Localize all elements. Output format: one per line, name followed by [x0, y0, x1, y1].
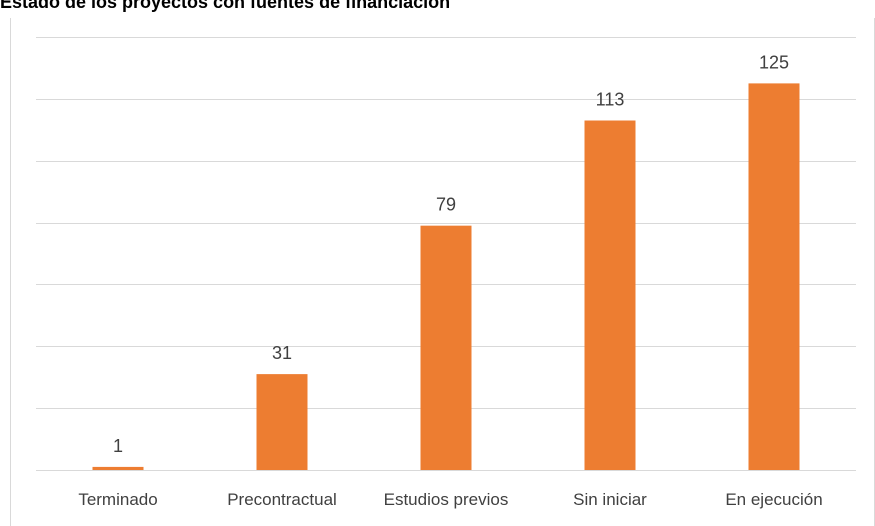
category-tick-label: Sin iniciar: [573, 490, 647, 509]
bar-1: [92, 466, 144, 470]
bar-3: [420, 225, 472, 470]
category-axis: Terminado Precontractual Estudios previos S…: [78, 490, 822, 509]
data-label: 79: [436, 195, 456, 215]
data-label: 113: [596, 90, 625, 110]
data-label: 125: [759, 52, 789, 72]
data-labels: 1 31 79 113 125: [113, 52, 789, 456]
data-label: 1: [113, 436, 123, 456]
bar-4: [584, 120, 636, 470]
category-tick-label: Precontractual: [227, 490, 337, 509]
bar-5: [748, 83, 800, 471]
category-tick-label: En ejecución: [725, 490, 822, 509]
bar-2: [256, 374, 308, 470]
data-label: 31: [272, 343, 292, 363]
category-tick-label: Terminado: [78, 490, 157, 509]
bars: [92, 83, 800, 471]
chart-title: Estado de los proyectos con fuentes de f…: [0, 0, 450, 12]
category-tick-label: Estudios previos: [384, 490, 509, 509]
